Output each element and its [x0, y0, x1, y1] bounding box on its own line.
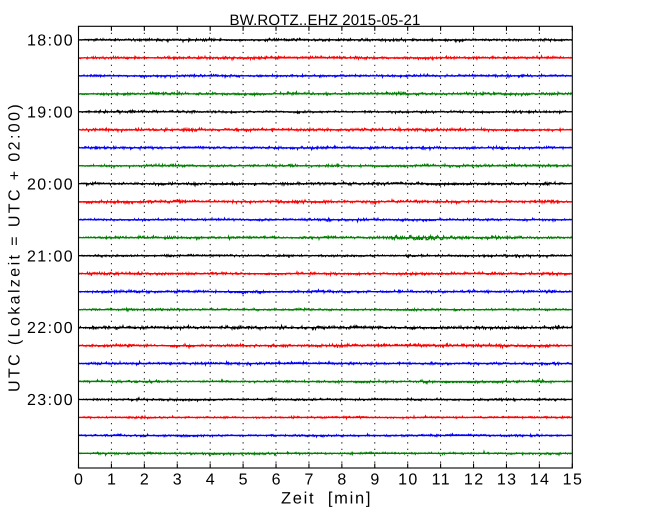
svg-text:4: 4 [206, 472, 215, 489]
svg-text:0: 0 [74, 472, 83, 489]
svg-text:23:00: 23:00 [27, 392, 74, 409]
svg-text:1: 1 [107, 472, 116, 489]
svg-text:3: 3 [173, 472, 182, 489]
svg-text:20:00: 20:00 [27, 176, 74, 193]
svg-text:11: 11 [432, 472, 451, 489]
svg-text:7: 7 [304, 472, 313, 489]
svg-text:13: 13 [497, 472, 518, 489]
svg-text:BW.ROTZ..EHZ 2015-05-21: BW.ROTZ..EHZ 2015-05-21 [229, 12, 420, 29]
svg-text:6: 6 [272, 472, 281, 489]
svg-text:2: 2 [140, 472, 149, 489]
svg-text:14: 14 [530, 472, 551, 489]
svg-text:5: 5 [239, 472, 248, 489]
svg-text:UTC (Lokalzeit = UTC + 02:00): UTC (Lokalzeit = UTC + 02:00) [7, 102, 24, 392]
svg-text:18:00: 18:00 [27, 33, 74, 50]
svg-text:21:00: 21:00 [27, 248, 74, 265]
svg-text:Zeit [min]: Zeit [min] [281, 490, 372, 508]
svg-text:8: 8 [337, 472, 346, 489]
svg-text:19:00: 19:00 [27, 104, 74, 121]
svg-text:10: 10 [398, 472, 419, 489]
svg-text:12: 12 [464, 472, 485, 489]
svg-text:22:00: 22:00 [27, 320, 74, 337]
svg-text:15: 15 [563, 472, 584, 489]
svg-text:9: 9 [370, 472, 379, 489]
